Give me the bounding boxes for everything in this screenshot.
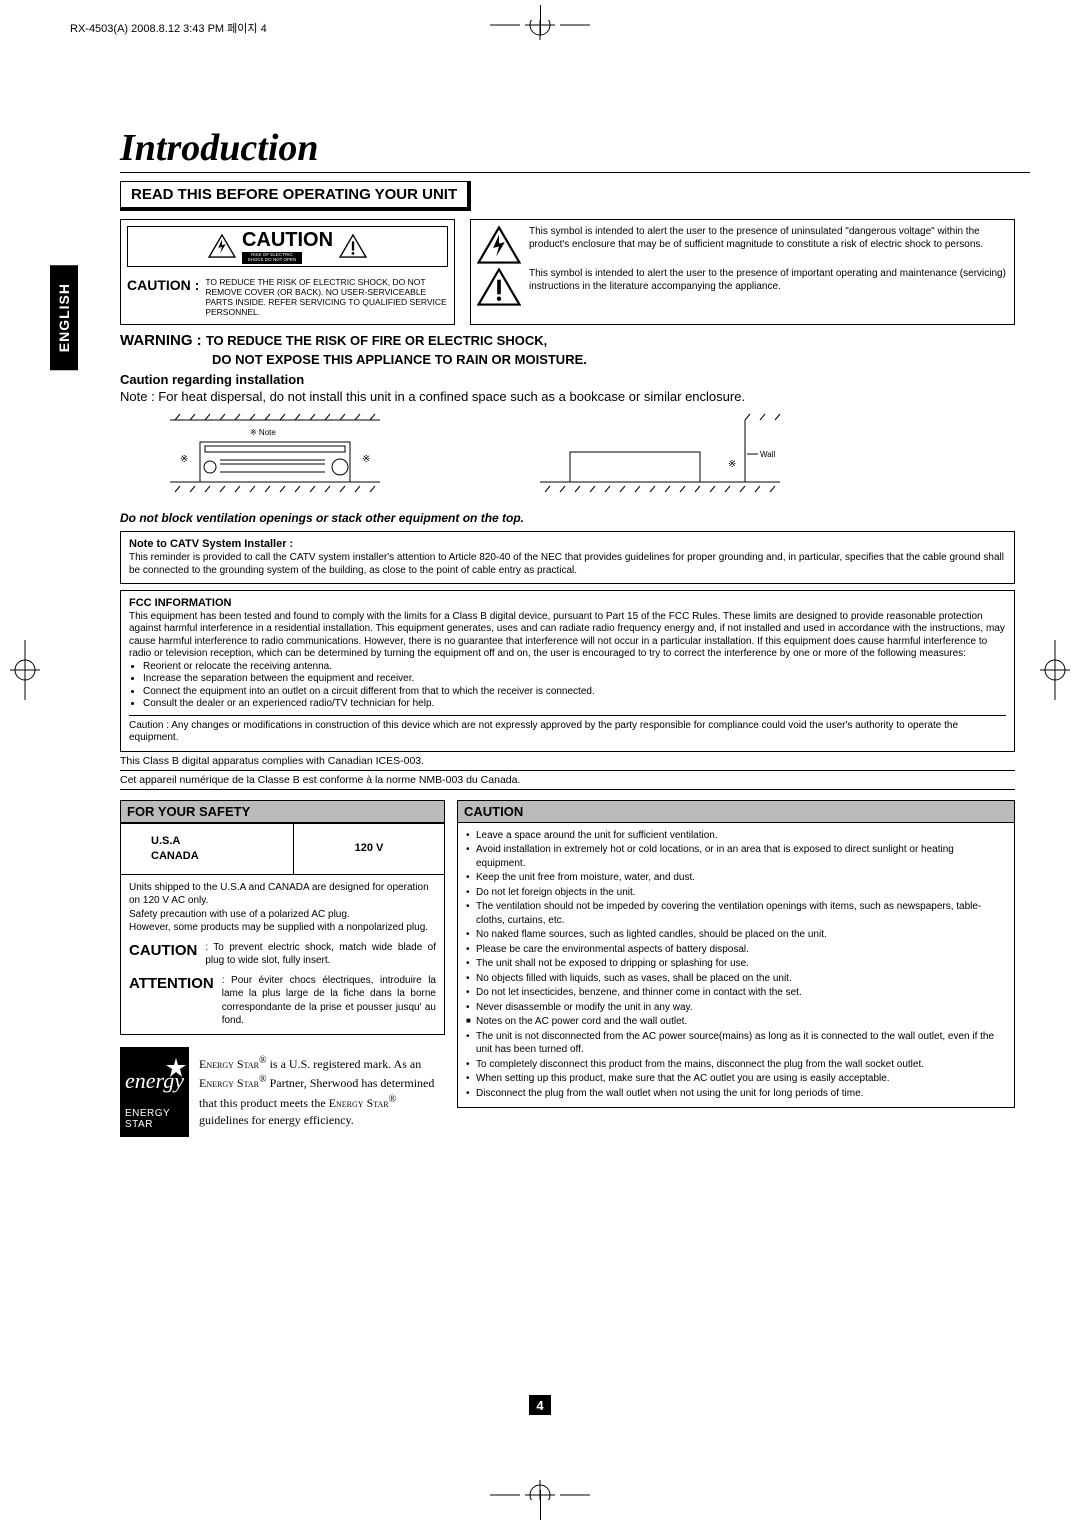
caution-box-right: This symbol is intended to alert the use… — [470, 219, 1015, 325]
caution-box-left: CAUTION RISK OF ELECTRIC SHOCK DO NOT OP… — [120, 219, 455, 325]
diagram-wall: ※ Wall — [520, 412, 840, 507]
svg-text:※: ※ — [180, 454, 188, 465]
compliance-en: This Class B digital apparatus complies … — [120, 755, 1015, 771]
read-this-heading: READ THIS BEFORE OPERATING YOUR UNIT — [120, 181, 471, 211]
attention-plug-label: ATTENTION — [129, 974, 214, 994]
voltage-table: U.S.A CANADA 120 V — [120, 823, 445, 875]
language-tab: ENGLISH — [50, 265, 78, 370]
print-header: RX-4503(A) 2008.8.12 3:43 PM 페이지 4 — [70, 20, 1030, 36]
caution-inline-label: CAUTION : — [127, 277, 199, 294]
install-note: Note : For heat dispersal, do not instal… — [120, 389, 1015, 404]
crop-mark-bottom — [490, 1470, 590, 1505]
caution-plug-label: CAUTION — [129, 941, 197, 961]
install-caution: Caution regarding installation — [120, 372, 1015, 387]
catv-box: Note to CATV System Installer : This rem… — [120, 531, 1015, 584]
page-number: 4 — [529, 1395, 551, 1415]
vent-note: Do not block ventilation openings or sta… — [120, 511, 1015, 525]
svg-text:※ Note: ※ Note — [250, 428, 276, 437]
energy-star-text: Energy Star® is a U.S. registered mark. … — [199, 1054, 445, 1130]
safety-body: Units shipped to the U.S.A and CANADA ar… — [120, 875, 445, 1035]
svg-text:※: ※ — [728, 459, 736, 470]
energy-star-logo: energy ENERGY STAR — [120, 1047, 189, 1137]
caution-heading: CAUTION — [457, 800, 1015, 823]
energy-star-row: energy ENERGY STAR Energy Star® is a U.S… — [120, 1047, 445, 1137]
lightning-triangle-icon — [208, 234, 236, 258]
fcc-bullets: Reorient or relocate the receiving anten… — [143, 661, 1006, 711]
caution-sublabel: RISK OF ELECTRIC SHOCK DO NOT OPEN — [242, 252, 302, 264]
exclamation-triangle-icon — [339, 234, 367, 258]
fcc-box: FCC INFORMATION This equipment has been … — [120, 590, 1015, 752]
svg-text:※: ※ — [362, 454, 370, 465]
caution-label: CAUTION — [242, 229, 333, 252]
crop-mark-right — [1040, 640, 1070, 700]
caution-list: Leave a space around the unit for suffic… — [457, 823, 1015, 1109]
safety-heading: FOR YOUR SAFETY — [120, 800, 445, 823]
diagram-bookcase: ※ Note ※ ※ — [150, 412, 400, 507]
lightning-triangle-icon-2 — [477, 226, 521, 264]
crop-mark-left — [10, 640, 40, 700]
symbol2-text: This symbol is intended to alert the use… — [529, 268, 1008, 293]
warning-line: WARNING : TO REDUCE THE RISK OF FIRE OR … — [120, 331, 1015, 369]
svg-text:Wall: Wall — [760, 450, 775, 459]
symbol1-text: This symbol is intended to alert the use… — [529, 226, 1008, 251]
compliance-fr: Cet appareil numérique de la Classe B es… — [120, 774, 1015, 790]
section-title: Introduction — [120, 126, 1030, 173]
exclamation-triangle-icon-2 — [477, 268, 521, 306]
install-diagrams: ※ Note ※ ※ ※ Wall — [150, 412, 1015, 507]
caution-text: TO REDUCE THE RISK OF ELECTRIC SHOCK, DO… — [205, 277, 448, 318]
